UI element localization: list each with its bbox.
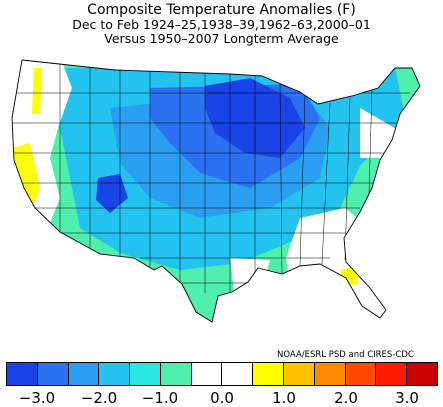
legend-swatch [284,363,315,385]
climate-division-lines [12,62,410,293]
anomaly-warm-california [12,143,40,210]
legend-tick-label: 1.0 [272,389,296,407]
legend-swatch [345,363,377,385]
legend-swatch [376,363,408,385]
map-title: Composite Temperature Anomalies (F) [87,2,356,18]
legend-tick-label: −1.0 [141,389,179,407]
legend-swatch [68,363,100,385]
legend-tick-label: 3.0 [395,389,419,407]
color-scale-legend [6,362,438,386]
legend-swatch [160,363,192,385]
map-subtitle-period: Dec to Feb 1924–25,1938–39,1962–63,2000–… [72,17,371,32]
anomaly-neutral-northeast [360,108,395,158]
anomaly-neutral-texas [230,258,270,298]
legend-tick-label: −2.0 [80,389,118,407]
legend-swatch [253,363,285,385]
anomaly-neutral-southeast [286,208,395,322]
legend-swatch [7,363,38,385]
legend-swatch [130,363,161,385]
anomaly-warm-washington [32,68,42,114]
legend-swatch [314,363,346,385]
legend-swatch [407,363,437,385]
legend-tick-label: 0.0 [210,389,234,407]
legend-swatch [37,363,69,385]
map-subtitle-baseline: Versus 1950–2007 Longterm Average [104,31,339,46]
legend-tick-label: 2.0 [334,389,358,407]
legend-swatch [191,363,223,385]
legend-swatch [99,363,131,385]
legend-tick-label: −3.0 [18,389,56,407]
legend-swatch [222,363,254,385]
us-anomaly-map [11,59,421,323]
data-credit: NOAA/ESRL PSD and CIRES-CDC [277,350,414,360]
